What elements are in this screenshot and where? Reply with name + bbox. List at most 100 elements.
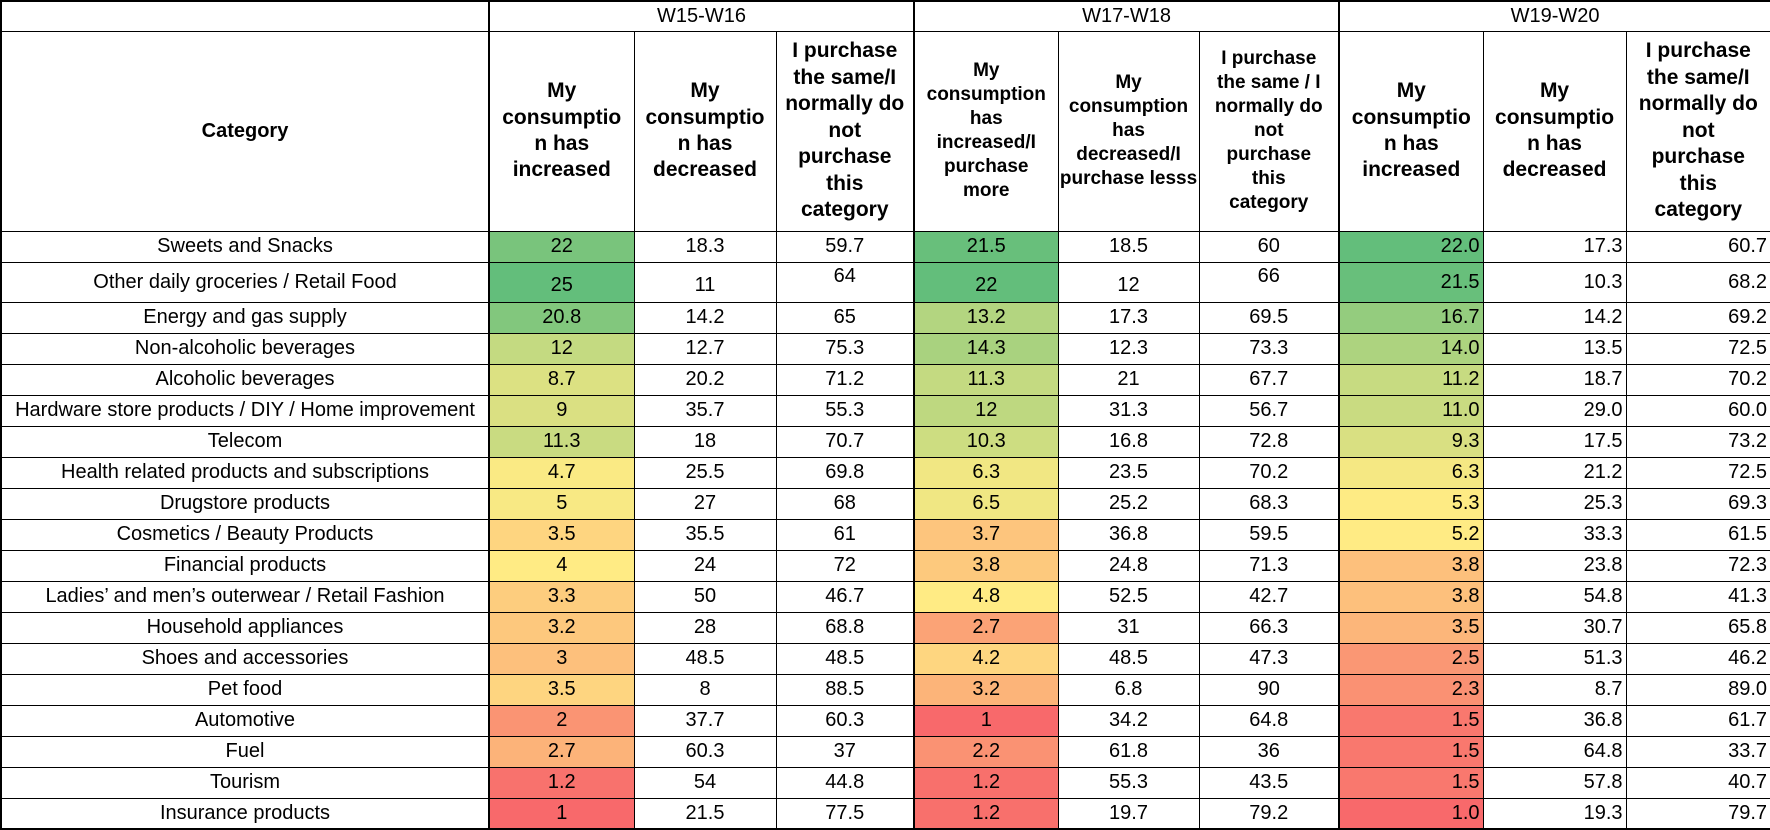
value-cell: 64.8 [1482, 735, 1627, 768]
heatmap-cell: 3.7 [913, 518, 1059, 551]
category-cell: Insurance products [0, 797, 490, 830]
value-cell: 19.7 [1057, 797, 1200, 830]
value-cell: 48.5 [633, 642, 777, 675]
col-header-w15-increased: My consumptio n has increased [488, 30, 635, 232]
value-cell: 72.3 [1625, 549, 1770, 582]
value-cell: 69.8 [775, 456, 915, 489]
value-cell: 10.3 [1482, 261, 1627, 303]
wave-label-w17-w18: W17-W18 [913, 0, 1340, 32]
heatmap-cell: 3.8 [1338, 549, 1484, 582]
value-cell: 16.8 [1057, 425, 1200, 458]
heatmap-cell: 3 [488, 642, 635, 675]
value-cell: 21 [1057, 363, 1200, 396]
table-row: Fuel 2.7 60.3 37 2.2 61.8 36 1.5 64.8 33.7 [0, 735, 1770, 768]
col-header-w17-same: I purchase the same / I normally do not … [1198, 30, 1340, 232]
col-header-w15-decreased: My consumptio n has decreased [633, 30, 777, 232]
category-cell: Fuel [0, 735, 490, 768]
col-header-w17-increased: My consumption has increased/I purchase … [913, 30, 1059, 232]
col-header-w17-decreased: My consumption has decreased/I purchase … [1057, 30, 1200, 232]
heatmap-cell: 4.8 [913, 580, 1059, 613]
value-cell: 71.2 [775, 363, 915, 396]
table-row: Cosmetics / Beauty Products 3.5 35.5 61 3.7 3… [0, 518, 1770, 551]
value-cell: 17.3 [1057, 301, 1200, 334]
value-cell: 65 [775, 301, 915, 334]
value-cell: 61 [775, 518, 915, 551]
heatmap-cell: 14.3 [913, 332, 1059, 365]
value-cell: 60.3 [775, 704, 915, 737]
value-cell: 72.5 [1625, 456, 1770, 489]
value-cell: 42.7 [1198, 580, 1340, 613]
value-cell: 11 [633, 261, 777, 303]
value-cell: 43.5 [1198, 766, 1340, 799]
table-row: Non-alcoholic beverages 12 12.7 75.3 14.3 12.… [0, 332, 1770, 365]
value-cell: 33.7 [1625, 735, 1770, 768]
table-row: Other daily groceries / Retail Food 25 11 6… [0, 261, 1770, 303]
value-cell: 68 [775, 487, 915, 520]
table-row: Financial products 4 24 72 3.8 24.8 71.3 3.8 23.… [0, 549, 1770, 582]
heatmap-cell: 5.3 [1338, 487, 1484, 520]
heatmap-cell: 10.3 [913, 425, 1059, 458]
heatmap-cell: 21.5 [1338, 261, 1484, 303]
value-cell: 60 [1198, 230, 1340, 263]
value-cell: 8.7 [1482, 673, 1627, 706]
value-cell: 19.3 [1482, 797, 1627, 830]
value-cell: 18.7 [1482, 363, 1627, 396]
value-cell: 68.2 [1625, 261, 1770, 303]
value-cell: 33.3 [1482, 518, 1627, 551]
heatmap-cell: 3.5 [488, 518, 635, 551]
heatmap-cell: 6.5 [913, 487, 1059, 520]
category-cell: Tourism [0, 766, 490, 799]
value-cell: 41.3 [1625, 580, 1770, 613]
value-cell: 21.2 [1482, 456, 1627, 489]
category-cell: Hardware store products / DIY / Home imp… [0, 394, 490, 427]
wave-label-w15-w16: W15-W16 [487, 0, 915, 32]
value-cell: 27 [633, 487, 777, 520]
value-cell: 18.5 [1057, 230, 1200, 263]
heatmap-cell: 12 [488, 332, 635, 365]
value-cell: 31 [1057, 611, 1200, 644]
category-cell: Household appliances [0, 611, 490, 644]
value-cell: 17.3 [1482, 230, 1627, 263]
value-cell: 68.8 [775, 611, 915, 644]
value-cell: 28 [633, 611, 777, 644]
category-cell: Drugstore products [0, 487, 490, 520]
table-row: Shoes and accessories 3 48.5 48.5 4.2 48.5 47.… [0, 642, 1770, 675]
heatmap-cell: 6.3 [913, 456, 1059, 489]
value-cell: 50 [633, 580, 777, 613]
table-row: Health related products and subscription… [0, 456, 1770, 489]
heatmap-cell: 8.7 [488, 363, 635, 396]
corner-cell [0, 0, 490, 32]
value-cell: 79.7 [1625, 797, 1770, 830]
value-cell: 61.5 [1625, 518, 1770, 551]
value-cell: 24 [633, 549, 777, 582]
table-row: Ladies’ and men’s outerwear / Retail Fas… [0, 580, 1770, 613]
table-row: Hardware store products / DIY / Home imp… [0, 394, 1770, 427]
heatmap-cell: 9 [488, 394, 635, 427]
heatmap-cell: 1.5 [1338, 735, 1484, 768]
value-cell: 24.8 [1057, 549, 1200, 582]
value-cell: 65.8 [1625, 611, 1770, 644]
category-cell: Automotive [0, 704, 490, 737]
value-cell: 35.5 [633, 518, 777, 551]
heatmap-cell: 1.5 [1338, 766, 1484, 799]
value-cell: 12 [1057, 261, 1200, 303]
value-cell: 48.5 [775, 642, 915, 675]
col-header-w15-same: I purchase the same/I normally do not pu… [775, 30, 915, 232]
heatmap-cell: 22 [488, 230, 635, 263]
table-row: Pet food 3.5 8 88.5 3.2 6.8 90 2.3 8.7 89.0 [0, 673, 1770, 706]
category-cell: Alcoholic beverages [0, 363, 490, 396]
value-cell: 51.3 [1482, 642, 1627, 675]
value-cell: 18.3 [633, 230, 777, 263]
value-cell: 36.8 [1057, 518, 1200, 551]
value-cell: 66.3 [1198, 611, 1340, 644]
value-cell: 88.5 [775, 673, 915, 706]
category-cell: Pet food [0, 673, 490, 706]
value-cell: 56.7 [1198, 394, 1340, 427]
col-header-w19-decreased: My consumptio n has decreased [1482, 30, 1627, 232]
value-cell: 90 [1198, 673, 1340, 706]
heatmap-cell: 5.2 [1338, 518, 1484, 551]
value-cell: 55.3 [775, 394, 915, 427]
category-cell: Telecom [0, 425, 490, 458]
value-cell: 18 [633, 425, 777, 458]
value-cell: 72.8 [1198, 425, 1340, 458]
